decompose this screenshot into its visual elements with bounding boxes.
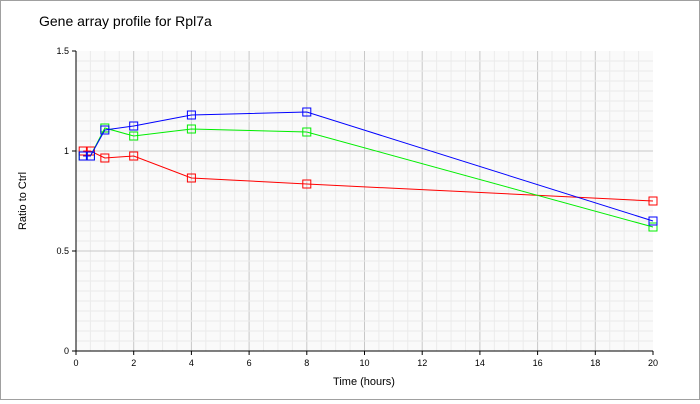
data-point-red bbox=[648, 196, 658, 206]
x-tick-label: 10 bbox=[359, 358, 369, 368]
series-line-red bbox=[83, 150, 654, 202]
x-tick-label: 0 bbox=[73, 358, 78, 368]
y-tick-label: 1.5 bbox=[56, 46, 69, 56]
x-tick-label: 8 bbox=[304, 358, 309, 368]
x-tick-label: 14 bbox=[475, 358, 485, 368]
data-point-blue bbox=[186, 110, 196, 120]
x-tick-label: 6 bbox=[247, 358, 252, 368]
y-tick-label: 0 bbox=[64, 346, 69, 356]
x-tick-label: 12 bbox=[417, 358, 427, 368]
chart-title: Gene array profile for Rpl7a bbox=[39, 13, 212, 29]
data-point-red bbox=[78, 146, 88, 156]
data-point-blue bbox=[78, 151, 88, 161]
x-axis-label: Time (hours) bbox=[333, 376, 395, 388]
y-tick-label: 0.5 bbox=[56, 246, 69, 256]
data-point-red bbox=[129, 151, 139, 161]
data-point-blue bbox=[100, 125, 110, 135]
data-point-green bbox=[302, 127, 312, 137]
data-point-green bbox=[648, 222, 658, 232]
y-axis-label: Ratio to Ctrl bbox=[17, 172, 29, 230]
x-tick-label: 4 bbox=[189, 358, 194, 368]
data-point-blue bbox=[85, 151, 95, 161]
data-point-green bbox=[129, 131, 139, 141]
data-point-green bbox=[186, 124, 196, 134]
series-line-blue bbox=[83, 111, 654, 222]
data-point-blue bbox=[302, 107, 312, 117]
x-tick-label: 16 bbox=[533, 358, 543, 368]
data-point-red bbox=[186, 173, 196, 183]
data-point-blue bbox=[129, 121, 139, 131]
x-tick-label: 20 bbox=[648, 358, 658, 368]
data-point-blue bbox=[648, 216, 658, 226]
data-point-red bbox=[302, 179, 312, 189]
data-point-red bbox=[100, 153, 110, 163]
x-tick-label: 18 bbox=[590, 358, 600, 368]
x-tick-label: 2 bbox=[131, 358, 136, 368]
y-tick-label: 1 bbox=[64, 146, 69, 156]
